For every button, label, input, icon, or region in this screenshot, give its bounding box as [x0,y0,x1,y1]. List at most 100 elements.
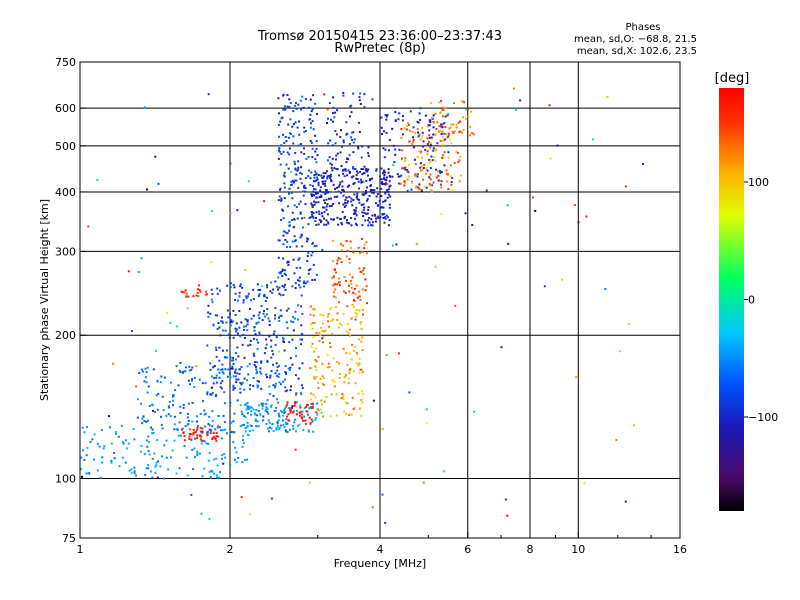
data-point [282,423,285,426]
data-point [386,216,389,219]
data-point [261,407,264,410]
data-point [294,152,297,154]
data-point [379,216,382,218]
data-point [287,260,289,263]
data-point [232,356,235,359]
data-point [352,370,355,373]
data-point [222,349,224,352]
data-point [345,240,348,242]
data-point [285,405,287,408]
data-point [367,146,370,149]
data-point [236,399,239,402]
data-point [291,338,294,341]
data-point [318,196,321,199]
data-point [185,292,188,295]
data-point [322,341,324,344]
data-point [383,212,386,215]
data-point [141,422,144,425]
data-point [221,363,224,366]
data-point [281,275,284,277]
data-point [338,284,341,287]
data-point [363,181,366,184]
data-point [352,251,355,254]
data-point [256,361,259,364]
data-point [308,407,311,410]
data-point [381,181,384,184]
data-point [147,467,150,470]
data-point [241,461,244,464]
data-point [365,179,368,182]
data-point [241,343,244,346]
data-point [448,127,451,130]
data-point [286,232,289,235]
data-point [229,376,232,379]
data-point [342,194,345,197]
data-point [267,419,270,422]
data-point [311,108,314,111]
data-point [348,413,351,416]
data-point [277,428,280,431]
data-point [268,320,271,323]
data-point [239,425,242,428]
data-point [435,128,438,130]
data-point [301,338,304,341]
y-tick-label: 75 [62,532,76,545]
data-point [322,191,325,194]
data-point [193,376,196,379]
data-point [309,268,312,271]
data-point [195,294,198,297]
data-point [319,333,322,336]
data-point [346,249,349,252]
data-point [310,171,313,174]
data-point [291,285,294,288]
data-point [262,402,265,405]
data-point [173,423,176,426]
data-point [162,477,165,480]
data-point [371,224,374,227]
data-point [290,320,292,323]
data-point [279,120,282,123]
data-point [380,206,383,209]
data-point [441,123,444,126]
data-point [440,180,443,183]
data-point [274,343,277,346]
data-point [465,117,468,120]
data-point [171,449,174,452]
data-point [320,411,323,414]
data-point [338,174,340,177]
data-point [371,214,374,217]
data-point [358,357,361,360]
data-point [311,242,314,245]
data-point [307,429,310,432]
data-point [216,426,219,429]
data-point [316,196,319,199]
data-point [195,365,198,368]
data-point [291,197,294,200]
colorbar-label: [deg] [715,71,750,86]
data-point [347,382,350,385]
data-point [343,290,345,293]
data-point [252,352,255,355]
data-point [442,115,445,118]
data-point [350,413,353,416]
data-point [286,105,289,108]
data-point [136,416,139,419]
data-point [210,261,213,264]
data-point [227,333,230,336]
data-point [225,432,228,435]
data-point [234,368,237,371]
data-point [284,108,287,111]
data-point [96,469,99,472]
data-point [163,444,166,447]
data-point [214,428,217,431]
data-point [203,467,206,470]
data-point [152,409,155,412]
data-point [238,310,241,312]
data-point [357,198,360,201]
data-point [331,369,334,372]
data-point [269,426,271,429]
data-point [315,411,318,414]
data-point [310,403,313,405]
data-point [203,409,206,412]
data-point [207,304,210,307]
